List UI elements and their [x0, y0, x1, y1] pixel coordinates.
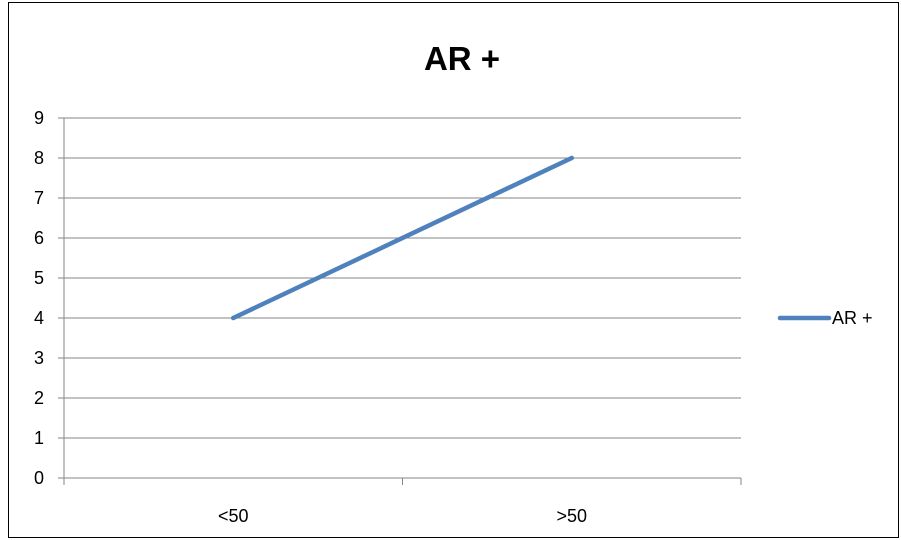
- legend-label: AR +: [832, 308, 873, 328]
- chart-area: [8, 2, 899, 538]
- x-tick-label: >50: [556, 506, 587, 526]
- y-tick-label: 2: [34, 388, 44, 408]
- y-tick-label: 3: [34, 348, 44, 368]
- y-tick-label: 0: [34, 468, 44, 488]
- y-tick-label: 1: [34, 428, 44, 448]
- y-tick-label: 4: [34, 308, 44, 328]
- y-tick-label: 5: [34, 268, 44, 288]
- series-line-ar-plus: [231, 155, 574, 321]
- y-tick-label: 7: [34, 188, 44, 208]
- series-layer: [231, 155, 574, 321]
- legend: AR +: [777, 308, 873, 328]
- data-point: [569, 155, 574, 161]
- x-tick-label: <50: [218, 506, 249, 526]
- y-tick-label: 6: [34, 228, 44, 248]
- y-tick-label: 8: [34, 148, 44, 168]
- data-point: [231, 315, 236, 321]
- gridlines: [64, 117, 741, 439]
- chart-title: AR +: [424, 40, 500, 77]
- y-tick-label: 9: [34, 108, 44, 128]
- axes: 0 1 2 3 4 5 6 7 8 9 <50 >50: [34, 108, 742, 526]
